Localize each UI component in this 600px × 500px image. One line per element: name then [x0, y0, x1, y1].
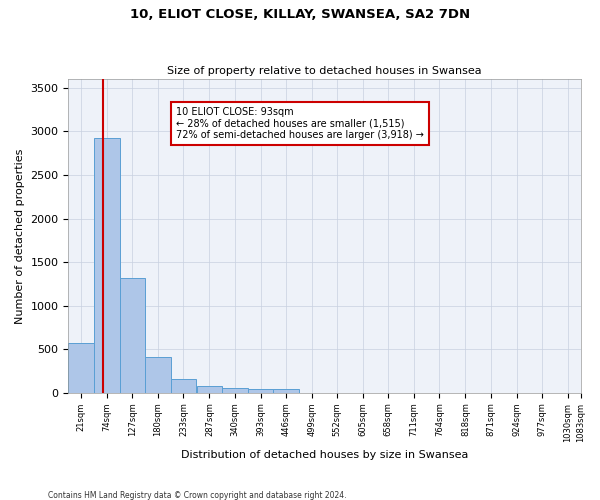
Text: Contains HM Land Registry data © Crown copyright and database right 2024.: Contains HM Land Registry data © Crown c… [48, 490, 347, 500]
Y-axis label: Number of detached properties: Number of detached properties [15, 148, 25, 324]
Bar [94, 138, 119, 393]
Bar [248, 389, 274, 393]
Bar [197, 386, 222, 393]
Bar [222, 388, 248, 393]
Bar [119, 278, 145, 393]
X-axis label: Distribution of detached houses by size in Swansea: Distribution of detached houses by size … [181, 450, 468, 460]
Bar [145, 357, 170, 393]
Title: Size of property relative to detached houses in Swansea: Size of property relative to detached ho… [167, 66, 482, 76]
Text: 10 ELIOT CLOSE: 93sqm
← 28% of detached houses are smaller (1,515)
72% of semi-d: 10 ELIOT CLOSE: 93sqm ← 28% of detached … [176, 108, 424, 140]
Text: 10, ELIOT CLOSE, KILLAY, SWANSEA, SA2 7DN: 10, ELIOT CLOSE, KILLAY, SWANSEA, SA2 7D… [130, 8, 470, 20]
Bar [68, 342, 94, 393]
Bar [274, 390, 299, 393]
Bar [170, 380, 196, 393]
